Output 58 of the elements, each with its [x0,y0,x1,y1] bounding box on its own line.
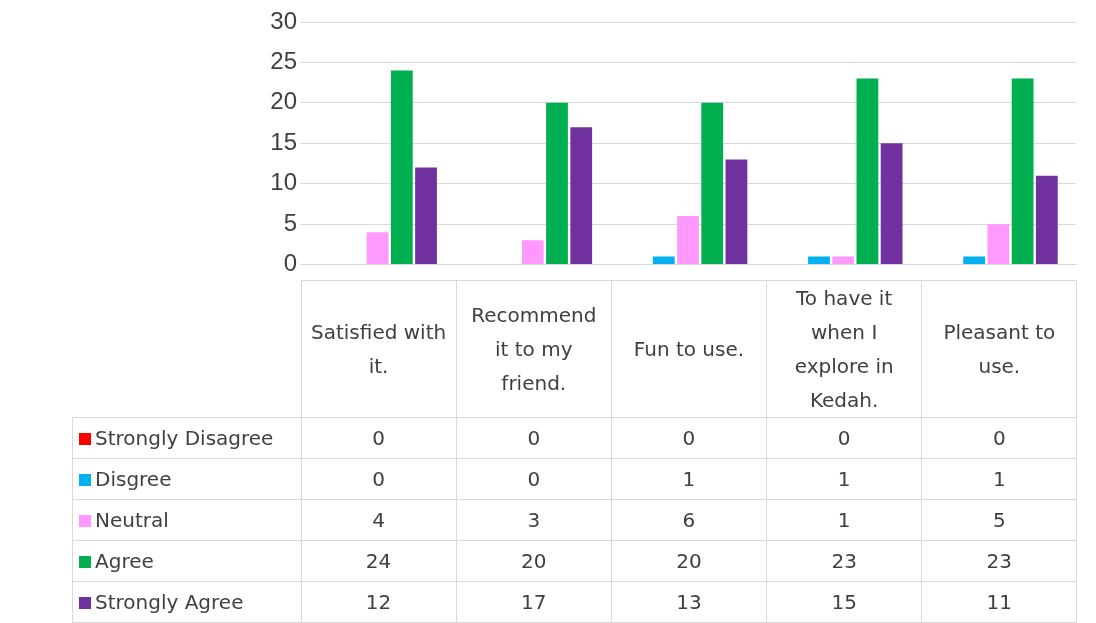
data-label: 1 [611,458,767,500]
x-tick-label: Fun to use. [611,280,767,418]
bar [652,256,675,265]
bar [1011,78,1034,265]
data-label: 20 [611,540,767,582]
bar [963,256,986,265]
bar [366,232,389,265]
data-label: 23 [766,540,922,582]
bar [1035,175,1058,265]
data-label: 15 [766,581,922,623]
bar [880,143,903,265]
data-label: 0 [921,417,1077,459]
data-label: 20 [456,540,612,582]
legend-label: Disgree [95,467,172,491]
y-tick-label: 15 [270,127,297,155]
data-label: 0 [456,458,612,500]
bar [677,216,699,265]
data-label: 6 [611,499,767,541]
data-label: 17 [456,581,612,623]
bar [390,70,413,265]
legend-label: Strongly Agree [95,590,244,614]
data-label: 1 [766,499,922,541]
bar [808,256,830,265]
bar [987,224,1010,265]
bar [856,78,879,265]
bar [521,240,544,265]
legend-label: Neutral [95,508,169,532]
data-label: 0 [456,417,612,459]
x-tick-label: Satisfied with it. [301,280,457,418]
bar [570,127,593,265]
data-label: 11 [921,581,1077,623]
data-label: 1 [766,458,922,500]
x-tick-label: To have it when I explore in Kedah. [766,280,922,418]
data-label: 5 [921,499,1077,541]
y-tick-label: 0 [283,249,297,277]
bar [415,167,437,265]
bar [546,102,568,265]
data-label: 1 [921,458,1077,500]
y-tick-label: 5 [283,208,297,236]
data-label: 3 [456,499,612,541]
x-tick-label: Pleasant to use. [921,280,1077,418]
legend-label: Agree [95,549,154,573]
data-label: 23 [921,540,1077,582]
data-label: 24 [301,540,457,582]
legend-label: Strongly Disagree [95,426,274,450]
bar [725,159,748,265]
y-tick-label: 10 [270,168,297,196]
data-label: 12 [301,581,457,623]
y-tick-label: 30 [270,6,297,34]
y-tick-label: 25 [270,47,297,75]
data-label: 0 [766,417,922,459]
y-tick-label: 20 [270,87,297,115]
bar [701,102,724,265]
data-label: 13 [611,581,767,623]
x-tick-label: Recommend it to my friend. [456,280,612,418]
data-label: 4 [301,499,457,541]
bar [832,256,855,265]
data-label: 0 [611,417,767,459]
